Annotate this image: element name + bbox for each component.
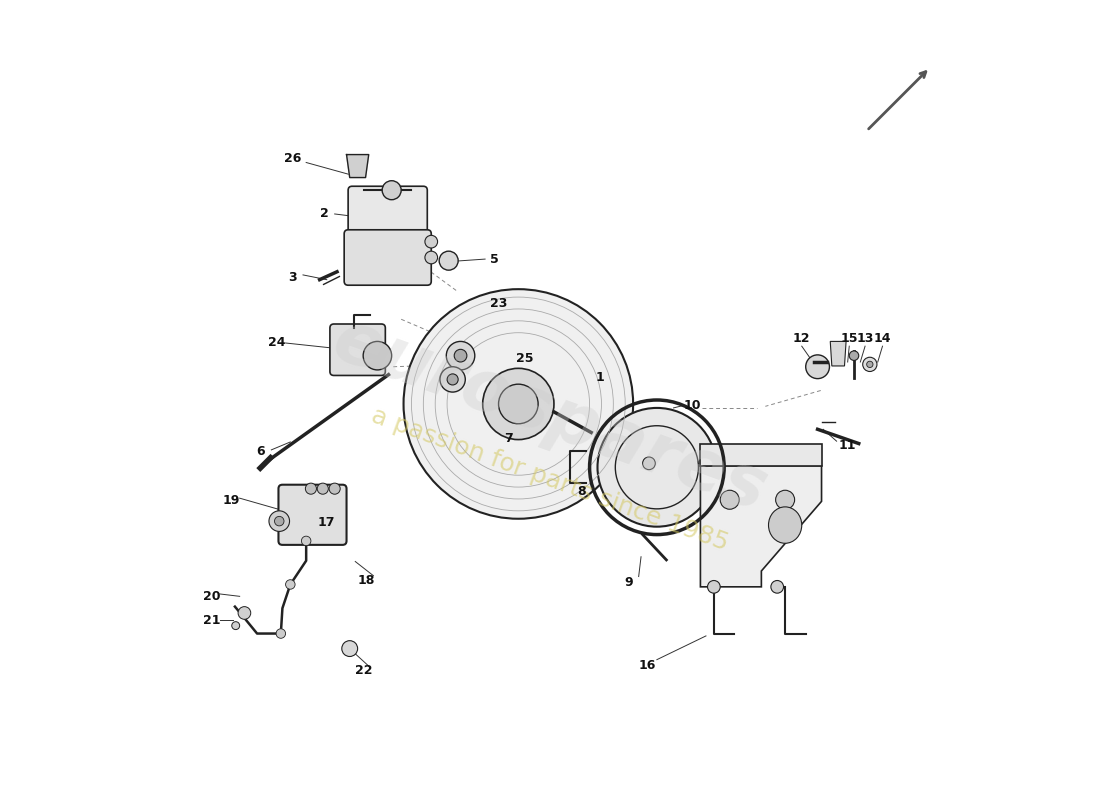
Circle shape	[707, 581, 721, 593]
Text: 11: 11	[838, 438, 856, 452]
Text: 13: 13	[857, 332, 873, 345]
Text: 8: 8	[578, 485, 586, 498]
Text: 15: 15	[840, 332, 858, 345]
Circle shape	[642, 457, 656, 470]
Circle shape	[382, 181, 402, 200]
FancyBboxPatch shape	[348, 186, 427, 242]
Polygon shape	[346, 154, 368, 178]
Circle shape	[805, 355, 829, 378]
Circle shape	[232, 622, 240, 630]
FancyBboxPatch shape	[330, 324, 385, 375]
Text: 14: 14	[873, 332, 891, 345]
Text: 26: 26	[284, 152, 301, 165]
Text: 18: 18	[358, 574, 375, 587]
Text: 7: 7	[505, 431, 514, 445]
Text: eurospares: eurospares	[323, 306, 777, 526]
Circle shape	[317, 483, 328, 494]
Polygon shape	[701, 444, 822, 466]
Text: 12: 12	[793, 332, 811, 345]
Polygon shape	[830, 342, 846, 366]
Text: 23: 23	[490, 297, 507, 310]
Circle shape	[440, 366, 465, 392]
Text: 21: 21	[204, 614, 221, 626]
Circle shape	[454, 350, 466, 362]
Circle shape	[363, 342, 392, 370]
Circle shape	[498, 384, 538, 424]
Text: 6: 6	[256, 445, 265, 458]
Ellipse shape	[769, 507, 802, 543]
Text: 2: 2	[320, 207, 329, 221]
Circle shape	[849, 351, 859, 361]
Circle shape	[275, 516, 284, 526]
Text: 9: 9	[625, 575, 634, 589]
Text: 20: 20	[204, 590, 221, 603]
Circle shape	[776, 490, 794, 510]
Circle shape	[862, 358, 877, 371]
Circle shape	[425, 235, 438, 248]
Circle shape	[483, 368, 554, 439]
Circle shape	[425, 251, 438, 264]
Polygon shape	[701, 466, 822, 587]
Text: 24: 24	[268, 336, 286, 349]
Text: 5: 5	[491, 253, 499, 266]
Text: a passion for parts since 1985: a passion for parts since 1985	[368, 403, 732, 555]
Circle shape	[301, 536, 311, 546]
FancyBboxPatch shape	[278, 485, 346, 545]
Text: 19: 19	[222, 494, 240, 507]
Circle shape	[597, 408, 716, 526]
Text: 1: 1	[595, 371, 604, 384]
Circle shape	[447, 342, 475, 370]
Text: 3: 3	[288, 270, 297, 284]
Text: 10: 10	[684, 399, 702, 412]
Text: 25: 25	[516, 352, 534, 366]
Circle shape	[329, 483, 340, 494]
Circle shape	[342, 641, 358, 657]
Circle shape	[286, 580, 295, 590]
Text: 22: 22	[355, 664, 373, 678]
Text: 17: 17	[318, 516, 336, 530]
Circle shape	[276, 629, 286, 638]
Circle shape	[447, 374, 459, 385]
FancyBboxPatch shape	[344, 230, 431, 286]
Circle shape	[270, 511, 289, 531]
Circle shape	[771, 581, 783, 593]
Text: 16: 16	[639, 658, 656, 672]
Circle shape	[867, 362, 873, 367]
Circle shape	[720, 490, 739, 510]
Circle shape	[439, 251, 459, 270]
Circle shape	[306, 483, 317, 494]
Circle shape	[404, 289, 634, 518]
Circle shape	[238, 606, 251, 619]
